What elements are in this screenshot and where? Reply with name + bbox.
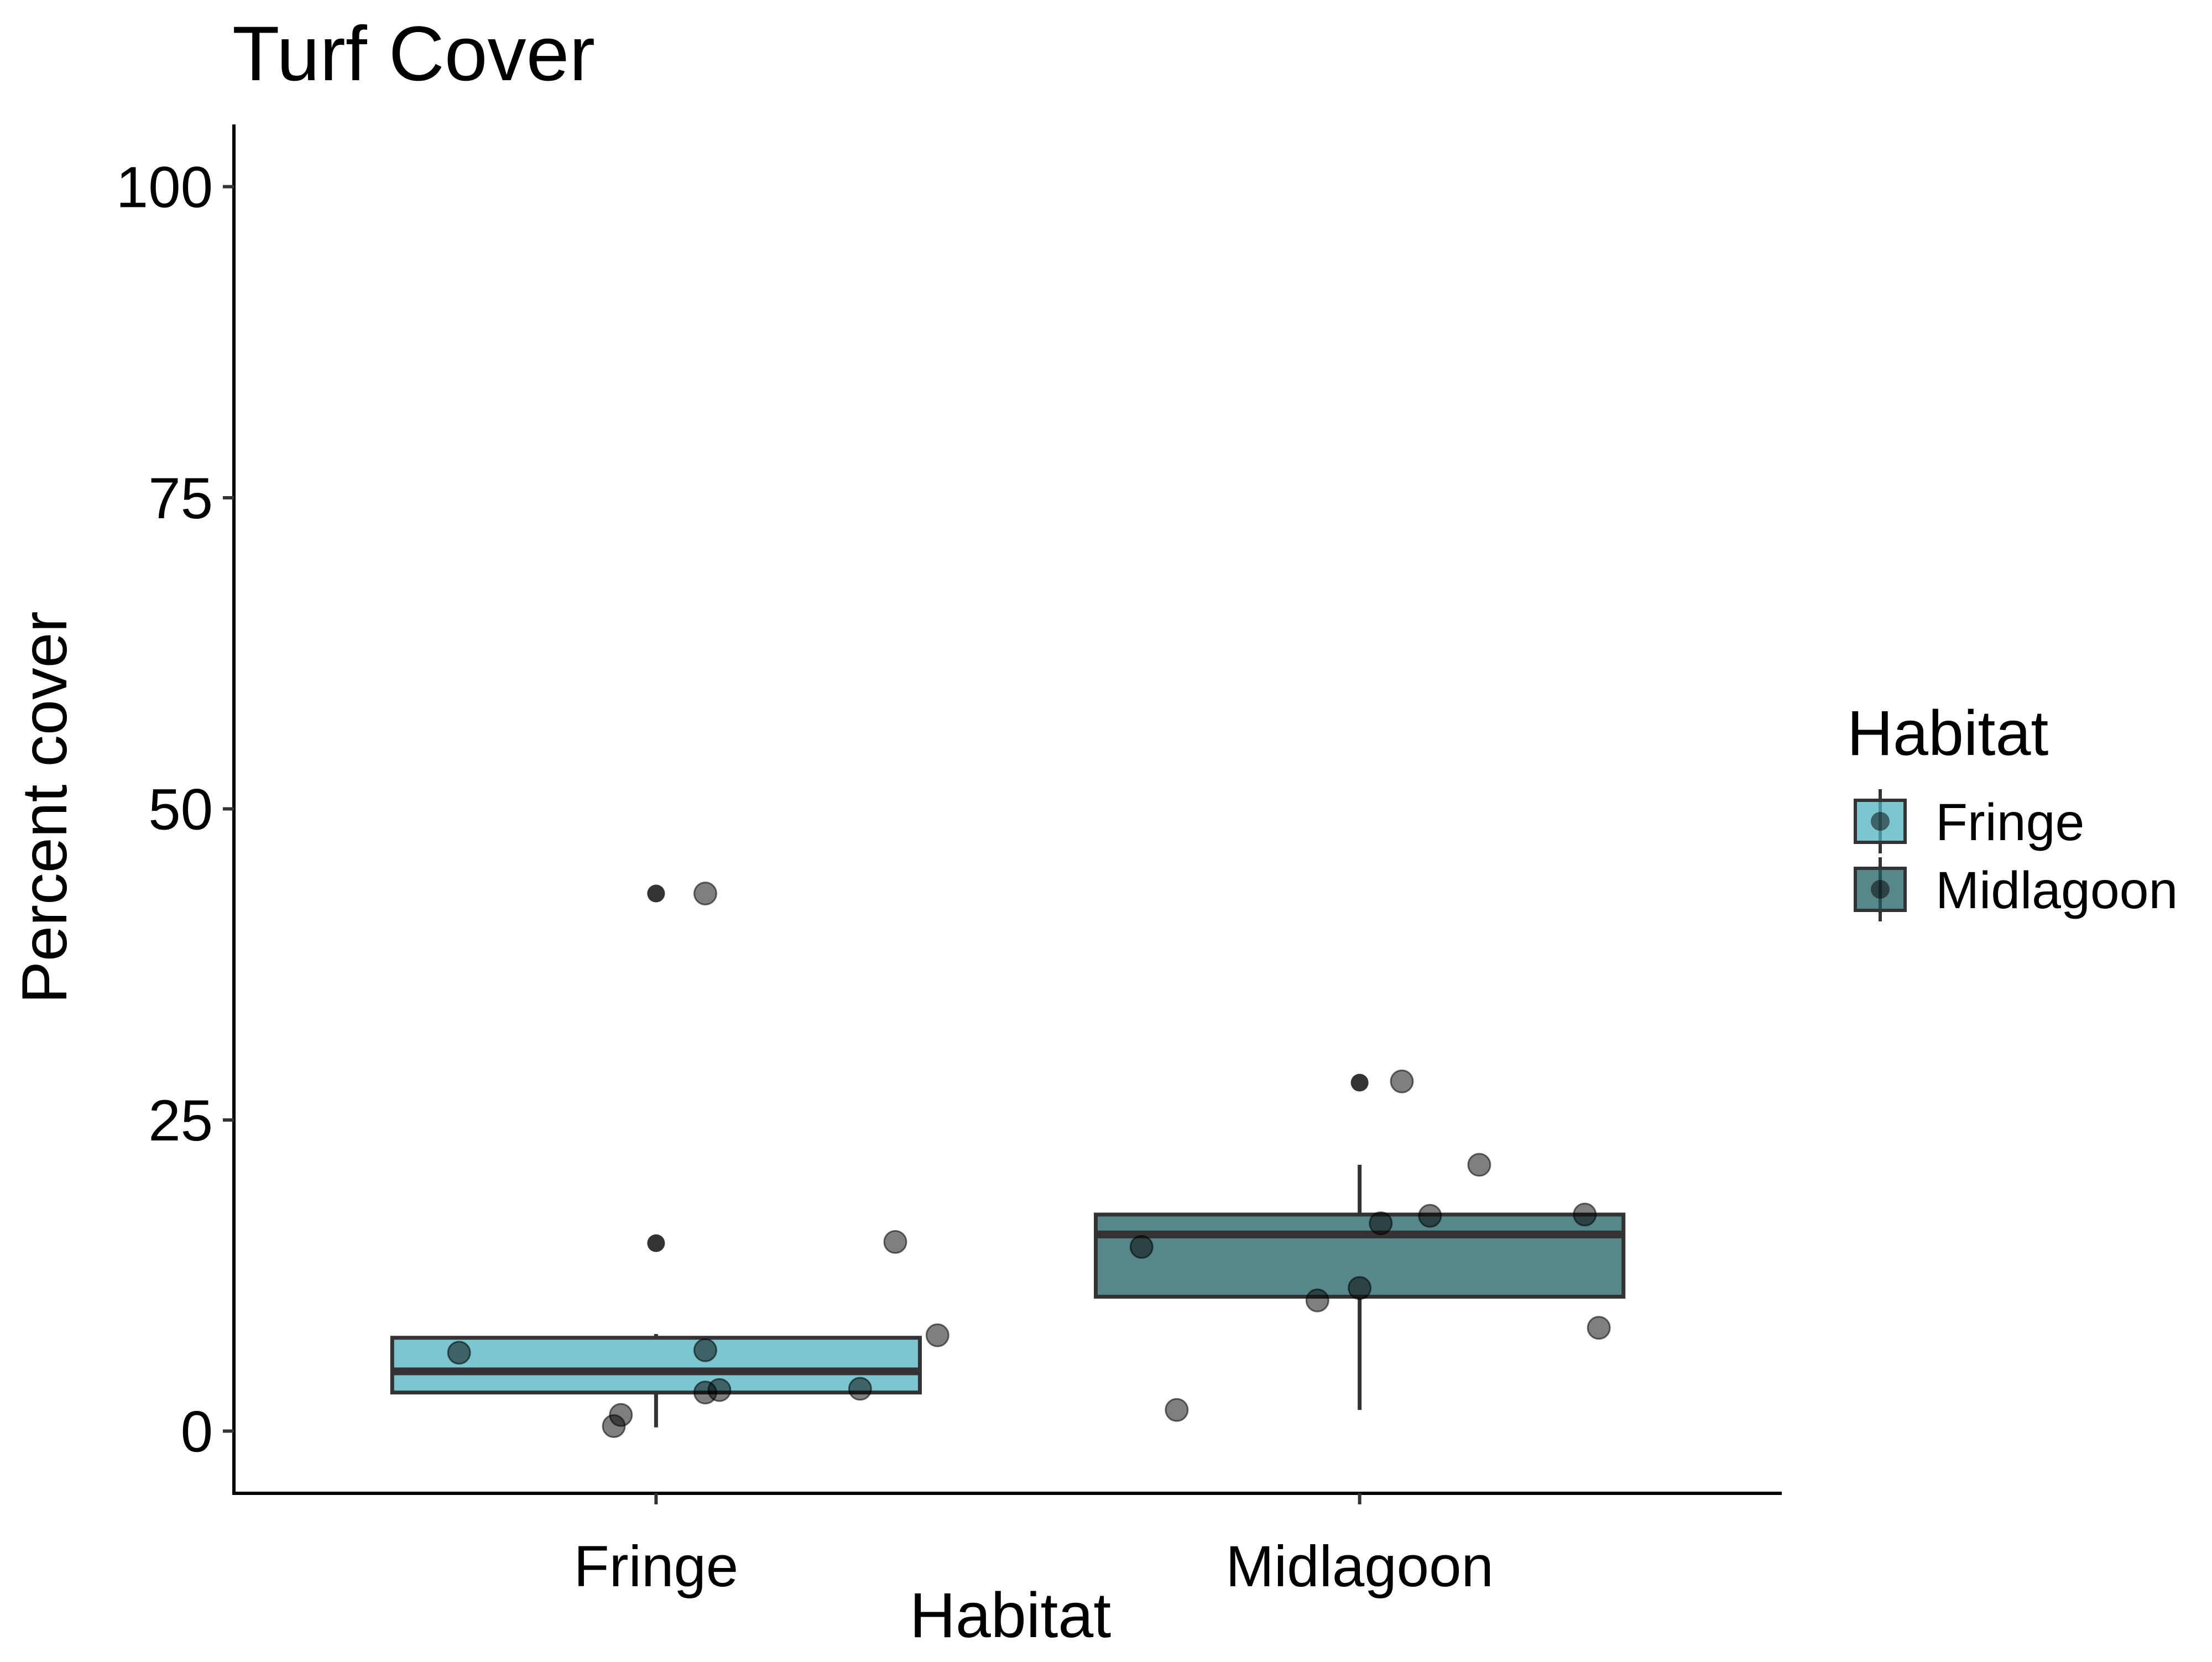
data-point [1165,1398,1189,1422]
data-point [609,1403,633,1427]
data-point [1467,1153,1491,1177]
data-point [1418,1203,1442,1228]
outlier-point [1350,1074,1369,1092]
box-midlagoon [1094,1074,1626,1410]
data-point [707,1378,732,1402]
data-point [1369,1211,1393,1236]
y-tick-label: 0 [181,1400,213,1465]
data-point [1129,1235,1154,1259]
box-fringe [390,884,922,1427]
x-axis-title: Habitat [910,1580,1111,1651]
boxes-layer [390,884,1626,1427]
y-tick-label: 25 [148,1088,213,1153]
data-point [1390,1069,1414,1093]
data-point [1573,1202,1597,1227]
y-tick-label: 50 [148,778,213,842]
y-tick-label: 75 [148,466,213,531]
outlier-point [647,1234,665,1252]
x-tick-label: Fringe [574,1534,739,1599]
data-point [1587,1316,1611,1340]
legend-entry-midlagoon: Midlagoon [1854,857,2178,921]
y-tick-label: 100 [116,155,213,220]
legend-label: Midlagoon [1936,861,2178,920]
legend: Habitat Fringe Midlagoon [1847,698,2178,921]
legend-title: Habitat [1847,698,2048,769]
data-point [883,1230,907,1254]
data-point [1305,1288,1329,1312]
data-point [447,1341,471,1365]
data-point [693,882,717,905]
legend-key-point [1871,880,1890,899]
data-point [693,1338,717,1362]
legend-entry-fringe: Fringe [1854,789,2084,853]
legend-label: Fringe [1936,793,2084,852]
box-rect [390,1336,922,1395]
points-layer [447,882,1611,1438]
chart-title: Turf Cover [232,10,595,97]
x-tick-label: Midlagoon [1225,1534,1494,1599]
legend-key-point [1871,812,1890,831]
data-point [1348,1276,1372,1300]
y-axis-title: Percent cover [9,611,80,1004]
axes-layer: 0 25 50 75 100 Fringe Midlagoon [116,124,1782,1599]
data-point [925,1323,950,1347]
data-point [848,1377,872,1401]
outlier-point [647,884,665,903]
